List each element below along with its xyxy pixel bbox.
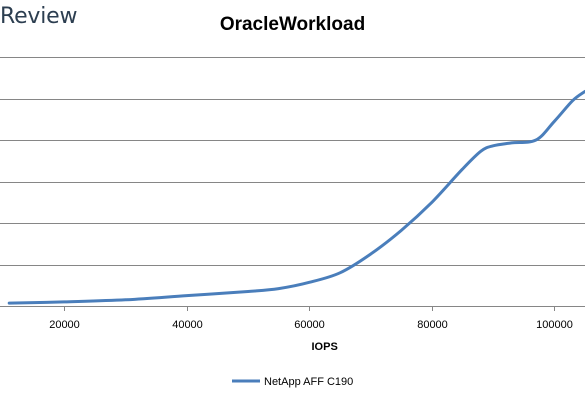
legend-label: NetApp AFF C190 (264, 376, 353, 388)
review-logo: Review (0, 4, 78, 29)
chart-title: OracleWorkload (219, 14, 366, 35)
x-tick-label: 80000 (417, 319, 448, 331)
x-tick-label: 20000 (49, 319, 80, 331)
x-axis-title: IOPS (312, 341, 338, 353)
x-tick-label: 40000 (172, 319, 203, 331)
series-line-netapp-aff-c190 (7, 89, 585, 305)
legend: NetApp AFF C190 (232, 376, 353, 388)
grid-layer (0, 57, 585, 266)
x-tick-layer: 20000 40000 60000 80000 100000 (49, 306, 573, 331)
x-tick-label: 60000 (294, 319, 325, 331)
x-tick-label: 100000 (536, 319, 573, 331)
